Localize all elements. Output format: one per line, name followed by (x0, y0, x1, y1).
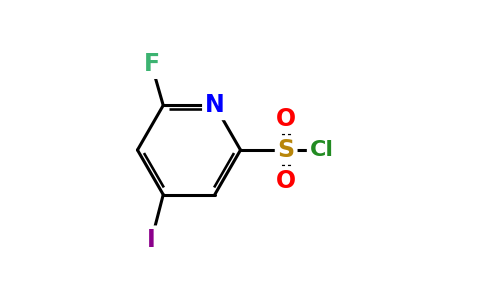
Text: N: N (205, 93, 225, 117)
Text: Cl: Cl (309, 140, 333, 160)
Text: F: F (143, 52, 160, 76)
Text: O: O (276, 107, 296, 131)
Text: O: O (276, 169, 296, 193)
Text: S: S (278, 138, 295, 162)
Text: I: I (147, 228, 156, 252)
